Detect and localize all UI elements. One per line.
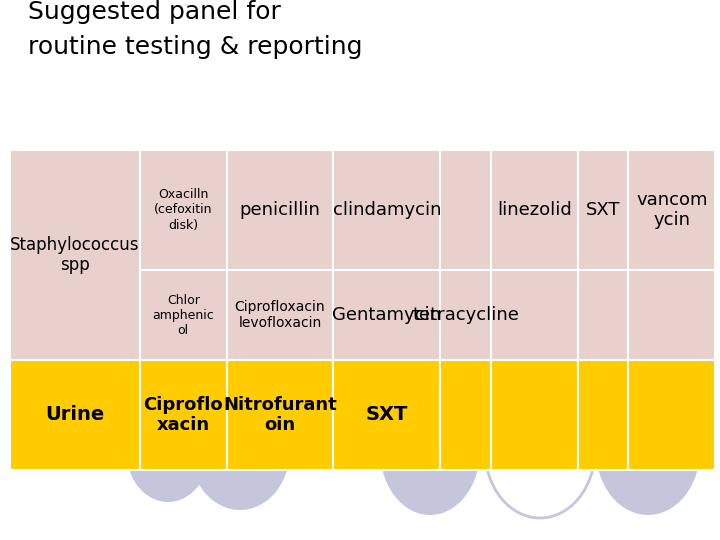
Bar [10, 150, 140, 360]
Bar [491, 360, 577, 470]
Text: Ciproflo
xacin: Ciproflo xacin [143, 396, 223, 434]
Text: Suggested panel for: Suggested panel for [28, 0, 281, 24]
Text: Ciprofloxacin
levofloxacin: Ciprofloxacin levofloxacin [235, 300, 325, 330]
Text: routine testing & reporting: routine testing & reporting [28, 35, 362, 59]
Bar [577, 270, 629, 360]
Bar [491, 270, 577, 360]
Bar [333, 270, 440, 360]
Bar [227, 360, 333, 470]
Bar [227, 270, 333, 360]
Bar [577, 150, 629, 270]
Bar [577, 360, 629, 470]
Text: tetracycline: tetracycline [413, 306, 519, 324]
Text: Chlor
amphenic
ol: Chlor amphenic ol [153, 294, 214, 336]
Text: penicillin: penicillin [240, 201, 320, 219]
Text: clindamycin: clindamycin [333, 201, 441, 219]
Ellipse shape [596, 385, 700, 515]
Bar [629, 360, 715, 470]
Bar [440, 270, 491, 360]
Bar [333, 150, 440, 270]
Text: SXT: SXT [366, 406, 408, 424]
Bar [10, 360, 140, 470]
Ellipse shape [126, 398, 210, 502]
Bar [491, 150, 577, 270]
Bar [440, 360, 491, 470]
Bar [333, 360, 440, 470]
Text: Gentamycin: Gentamycin [333, 306, 441, 324]
Bar [629, 270, 715, 360]
Text: SXT: SXT [586, 201, 621, 219]
Bar [140, 360, 227, 470]
Ellipse shape [485, 382, 595, 518]
Text: Nitrofurant
oin: Nitrofurant oin [223, 396, 337, 434]
Bar [227, 150, 333, 270]
Ellipse shape [380, 385, 480, 515]
Text: Oxacilln
(cefoxitin
disk): Oxacilln (cefoxitin disk) [154, 188, 212, 232]
Ellipse shape [190, 390, 290, 510]
Text: Urine: Urine [45, 406, 104, 424]
Bar [140, 270, 227, 360]
Bar [140, 150, 227, 270]
Bar [629, 150, 715, 270]
Text: Staphylococcus
spp: Staphylococcus spp [10, 235, 140, 274]
Text: vancom
ycin: vancom ycin [636, 191, 708, 229]
Text: linezolid: linezolid [497, 201, 572, 219]
Bar [440, 150, 491, 270]
